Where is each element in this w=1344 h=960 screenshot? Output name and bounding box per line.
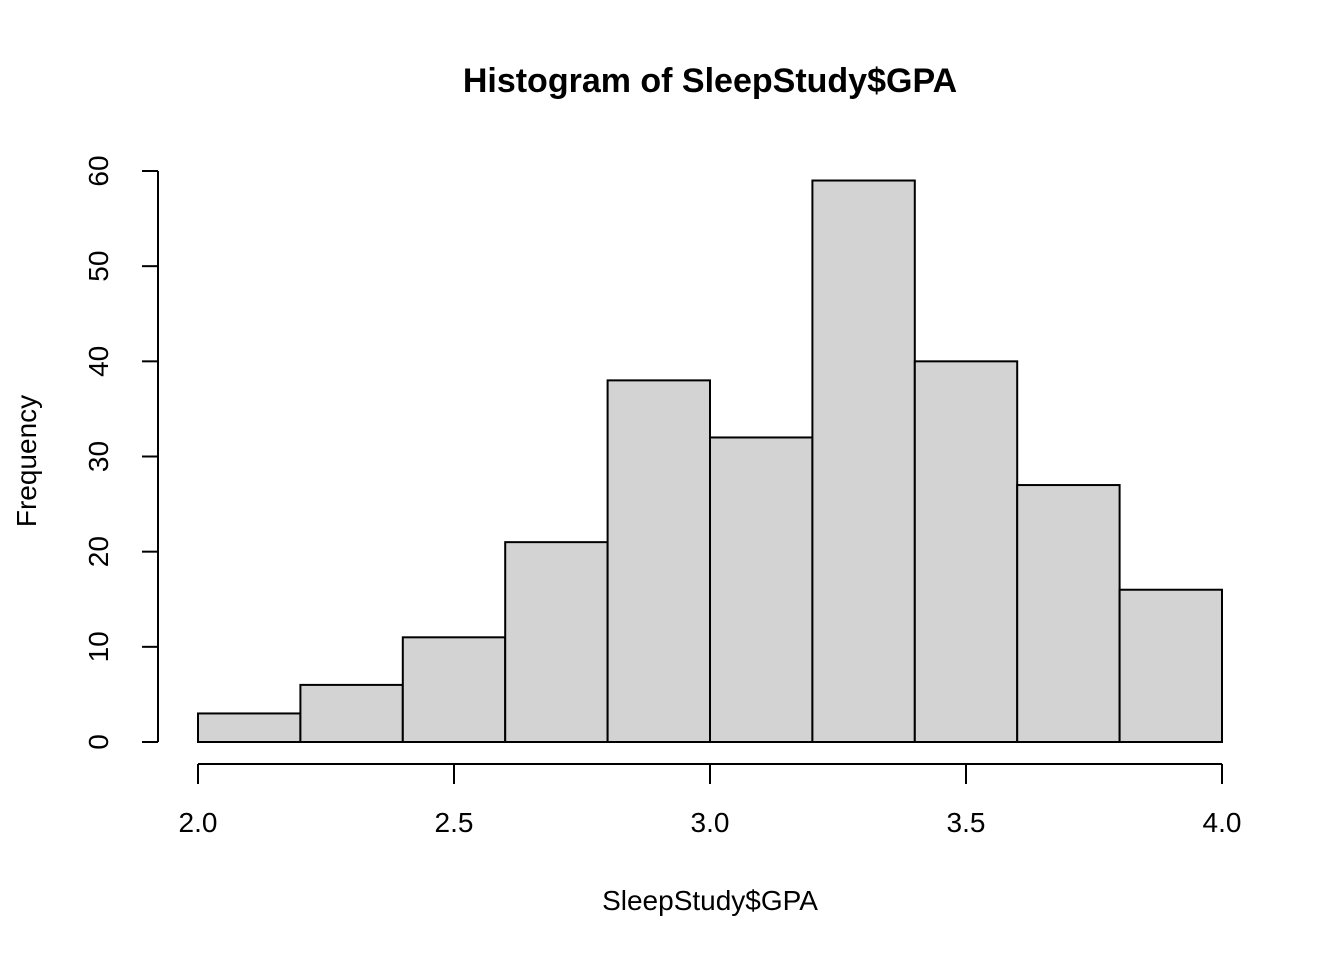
histogram-bar-10 — [1118, 588, 1223, 743]
histogram-bar-5 — [606, 379, 711, 743]
histogram-bar-8 — [913, 360, 1019, 743]
histogram-bar-2 — [299, 683, 404, 744]
histogram-bar-4 — [504, 541, 609, 744]
x-axis-label: SleepStudy$GPA — [602, 885, 818, 916]
x-tick-label-4.0: 4.0 — [1203, 807, 1242, 838]
histogram-bar-9 — [1016, 484, 1121, 743]
chart-title: Histogram of SleepStudy$GPA — [463, 62, 957, 100]
bars-group — [197, 179, 1223, 744]
x-tick-label-2.0: 2.0 — [179, 807, 218, 838]
y-tick-label-50: 50 — [83, 251, 114, 282]
histogram-bar-1 — [197, 712, 302, 744]
y-tick-label-0: 0 — [83, 734, 114, 750]
x-tick-label-3.0: 3.0 — [691, 807, 730, 838]
y-axis: 0 10 20 30 40 50 60 — [83, 155, 159, 750]
y-tick-label-20: 20 — [83, 536, 114, 567]
histogram-bar-3 — [401, 636, 507, 743]
histogram-bar-6 — [709, 436, 814, 743]
x-tick-label-2.5: 2.5 — [435, 807, 474, 838]
y-tick-label-10: 10 — [83, 631, 114, 662]
y-tick-label-60: 60 — [83, 155, 114, 186]
x-tick-label-3.5: 3.5 — [947, 807, 986, 838]
y-tick-label-40: 40 — [83, 346, 114, 377]
x-axis: 2.0 2.5 3.0 3.5 4.0 — [179, 763, 1242, 838]
y-tick-label-30: 30 — [83, 441, 114, 472]
histogram-bar-7 — [811, 179, 916, 743]
y-axis-label: Frequency — [11, 395, 42, 527]
